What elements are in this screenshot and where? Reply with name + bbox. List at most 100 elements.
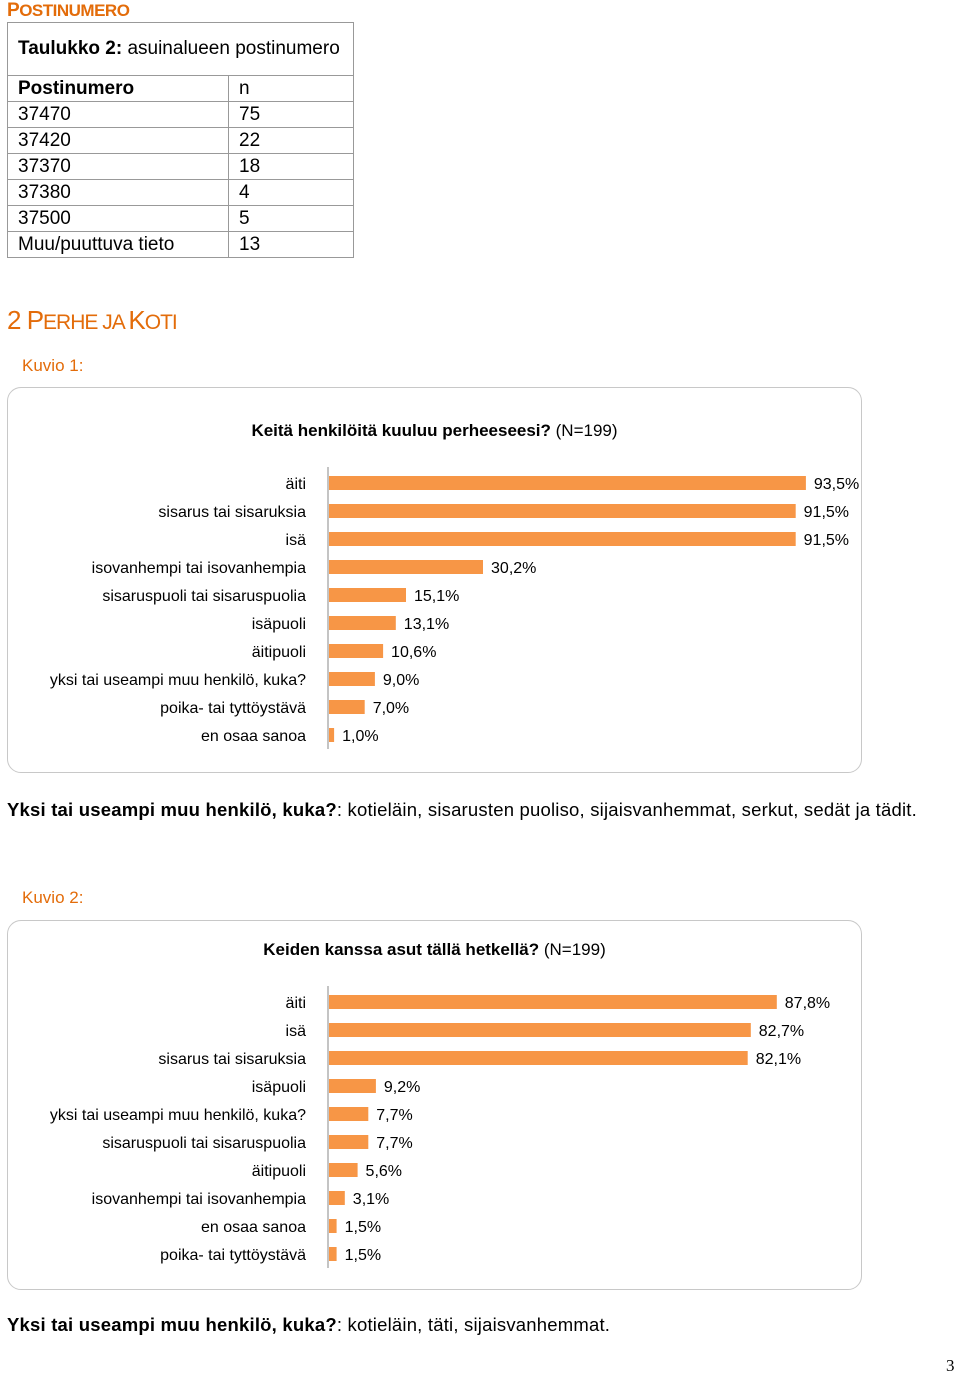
table-header-postinumero: Postinumero xyxy=(7,75,229,102)
chart-1-note: Yksi tai useampi muu henkilö, kuka?: kot… xyxy=(7,796,960,824)
category-label: isäpuoli xyxy=(252,616,306,633)
table-cell-code: 37380 xyxy=(7,179,229,206)
chart-1-title-n: (N=199) xyxy=(550,421,618,440)
category-label: poika- tai tyttöystävä xyxy=(160,700,306,717)
bar xyxy=(329,1079,376,1093)
value-label: 5,6% xyxy=(366,1163,402,1180)
table-cell-n: 4 xyxy=(228,179,354,206)
category-label: isäpuoli xyxy=(252,1079,306,1096)
table-header-n: n xyxy=(228,75,354,102)
table-row: 37500 5 xyxy=(7,205,354,232)
chart-1-title-question: Keitä henkilöitä kuuluu perheeseesi? xyxy=(251,421,551,440)
category-label: sisarus tai sisaruksia xyxy=(158,1051,306,1068)
value-label: 1,5% xyxy=(345,1247,381,1264)
section-heading: POSTINUMERO xyxy=(7,0,130,22)
value-label: 87,8% xyxy=(785,995,830,1012)
section-heading-initial: P xyxy=(7,0,20,21)
bar xyxy=(329,560,483,574)
category-label: äiti xyxy=(286,995,306,1012)
value-label: 82,1% xyxy=(756,1051,801,1068)
category-label: isovanhempi tai isovanhempia xyxy=(92,560,306,577)
value-label: 1,0% xyxy=(342,728,378,745)
table-row: 37370 18 xyxy=(7,153,354,180)
bar xyxy=(329,1107,369,1121)
category-label: isä xyxy=(286,532,307,549)
value-label: 13,1% xyxy=(404,616,449,633)
table-caption: Taulukko 2: asuinalueen postinumero xyxy=(7,22,354,76)
table-cell-code: Muu/puuttuva tieto xyxy=(7,231,229,258)
value-label: 91,5% xyxy=(804,532,849,549)
table-cell-code: 37470 xyxy=(7,101,229,128)
table-cell-n: 75 xyxy=(228,101,354,128)
value-label: 9,0% xyxy=(383,672,419,689)
table-row: 37420 22 xyxy=(7,127,354,154)
table-caption-label: Taulukko 2: xyxy=(18,38,123,59)
bar xyxy=(329,504,796,518)
category-label: isä xyxy=(286,1023,307,1040)
value-label: 15,1% xyxy=(414,588,459,605)
table-cell-n: 18 xyxy=(228,153,354,180)
table-cell-n: 5 xyxy=(228,205,354,232)
chart-1-frame: Keitä henkilöitä kuuluu perheeseesi? (N=… xyxy=(7,387,862,773)
value-label: 9,2% xyxy=(384,1079,420,1096)
table-cell-code: 37420 xyxy=(7,127,229,154)
chapter-heading: 2 PERHE JA KOTI xyxy=(7,305,178,336)
chapter-heading-part: ERHE JA xyxy=(43,311,129,334)
bar xyxy=(329,644,384,658)
category-label: sisaruspuoli tai sisaruspuolia xyxy=(102,588,306,605)
bar xyxy=(329,700,365,714)
bar xyxy=(329,1051,748,1065)
value-label: 7,7% xyxy=(376,1107,412,1124)
chart-1-plot: äiti 93,5% sisarus tai sisaruksia 91,5% isä 9… xyxy=(50,467,859,749)
note-label: Yksi tai useampi muu henkilö, kuka? xyxy=(7,799,337,820)
note-label: Yksi tai useampi muu henkilö, kuka? xyxy=(7,1314,337,1335)
category-label: yksi tai useampi muu henkilö, kuka? xyxy=(50,1107,306,1124)
category-label: isovanhempi tai isovanhempia xyxy=(92,1191,306,1208)
chart-2-title: Keiden kanssa asut tällä hetkellä? (N=19… xyxy=(8,940,861,960)
table-header-row: Postinumero n xyxy=(7,75,354,102)
bar xyxy=(329,616,396,630)
category-label: äitipuoli xyxy=(252,644,306,661)
table-cell-code: 37500 xyxy=(7,205,229,232)
category-label: yksi tai useampi muu henkilö, kuka? xyxy=(50,672,306,689)
figure-2-caption: Kuvio 2: xyxy=(22,888,84,907)
category-label: en osaa sanoa xyxy=(201,1219,306,1236)
value-label: 1,5% xyxy=(345,1219,381,1236)
chart-2-title-question: Keiden kanssa asut tällä hetkellä? xyxy=(263,940,540,959)
category-label: sisaruspuoli tai sisaruspuolia xyxy=(102,1135,306,1152)
bar xyxy=(329,1247,337,1261)
value-label: 82,7% xyxy=(759,1023,804,1040)
chart-2-plot: äiti 87,8% isä 82,7% sisarus tai sisaruksia 8… xyxy=(50,986,830,1268)
page-number: 3 xyxy=(946,1356,955,1375)
table-cell-code: 37370 xyxy=(7,153,229,180)
bar xyxy=(329,1191,345,1205)
bar xyxy=(329,995,777,1009)
figure-1-caption: Kuvio 1: xyxy=(22,356,84,375)
table-cell-n: 22 xyxy=(228,127,354,154)
table-cell-n: 13 xyxy=(228,231,354,258)
bar xyxy=(329,532,796,546)
category-label: poika- tai tyttöystävä xyxy=(160,1247,306,1264)
table-row: Muu/puuttuva tieto 13 xyxy=(7,231,354,258)
bar xyxy=(329,1135,369,1149)
bar xyxy=(329,476,806,490)
table-row: 37380 4 xyxy=(7,179,354,206)
chapter-number: 2 xyxy=(7,305,27,335)
category-label: äitipuoli xyxy=(252,1163,306,1180)
value-label: 7,0% xyxy=(373,700,409,717)
value-label: 7,7% xyxy=(376,1135,412,1152)
note-text: : kotieläin, täti, sijaisvanhemmat. xyxy=(336,1314,611,1335)
category-label: sisarus tai sisaruksia xyxy=(158,504,306,521)
chart-2-title-n: (N=199) xyxy=(539,940,606,959)
table-row: 37470 75 xyxy=(7,101,354,128)
chart-2-note: Yksi tai useampi muu henkilö, kuka?: kot… xyxy=(7,1311,960,1339)
bar xyxy=(329,672,375,686)
category-label: en osaa sanoa xyxy=(201,728,306,745)
bar xyxy=(329,1219,337,1233)
value-label: 91,5% xyxy=(804,504,849,521)
chapter-heading-part: P xyxy=(26,305,44,335)
value-label: 10,6% xyxy=(391,644,436,661)
note-text: : kotieläin, sisarusten puoliso, sijaisv… xyxy=(336,799,917,820)
chart-2-frame: Keiden kanssa asut tällä hetkellä? (N=19… xyxy=(7,920,862,1290)
postal-code-table: Taulukko 2: asuinalueen postinumero Post… xyxy=(7,22,354,258)
